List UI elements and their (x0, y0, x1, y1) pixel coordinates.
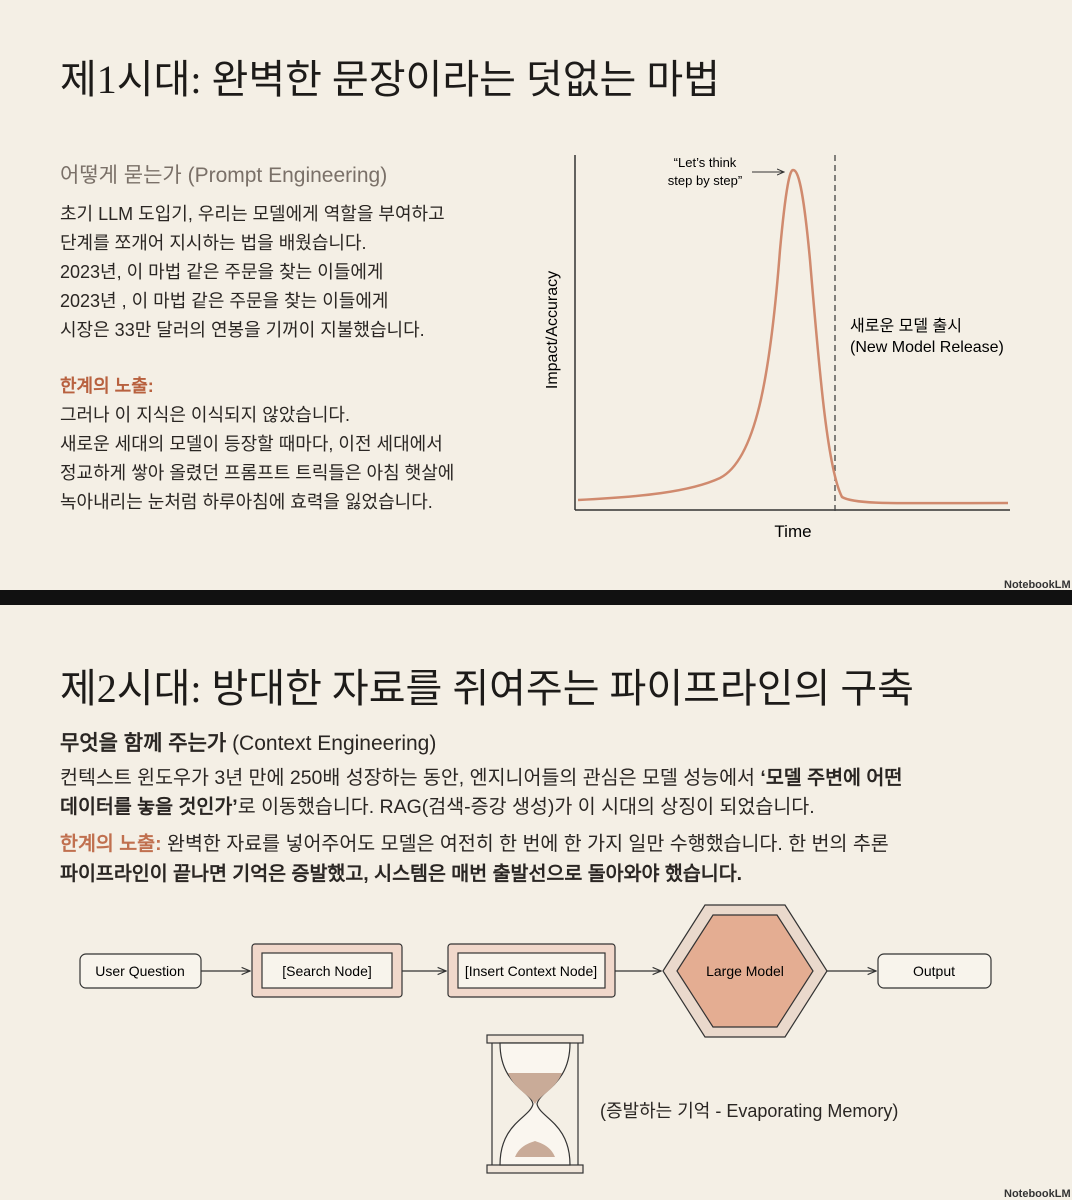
text-segment: 데이터를 놓을 것인가’ (60, 796, 238, 818)
annotation: “Let’s think (674, 155, 737, 170)
slide-title: 제2시대: 방대한 자료를 쥐여주는 파이프라인의 구축 (60, 666, 914, 711)
text-segment: (Context Engineering) (226, 732, 437, 755)
slide: 제1시대: 완벽한 문장이라는 덧없는 마법 어떻게 묻는가 (Prompt E… (0, 0, 1072, 590)
brand: NotebookLM (1004, 579, 1071, 591)
y-label: Impact/Accuracy (544, 271, 561, 389)
node-label: Large Model (706, 963, 784, 979)
node-label: Output (913, 963, 955, 979)
annotation: step by step” (668, 173, 742, 188)
limit-line: 정교하게 쌓아 올렸던 프롬프트 트릭들은 아침 햇살에 (60, 463, 455, 483)
text-line: 컨텍스트 윈도우가 3년 만에 250배 성장하는 동안, 엔지니어들의 관심은… (60, 767, 903, 789)
impact-curve (577, 168, 1009, 505)
brand: NotebookLM (1004, 1188, 1071, 1200)
body-line: 단계를 쪼개어 지시하는 법을 배웠습니다. (60, 233, 367, 253)
text-segment: 완벽한 자료를 넣어주어도 모델은 여전히 한 번에 한 가지 일만 수행했습니… (161, 833, 889, 855)
text-segment: 컨텍스트 윈도우가 3년 만에 250배 성장하는 동안, 엔지니어들의 관심은… (60, 767, 761, 789)
text-line: 한계의 노출: 완벽한 자료를 넣어주어도 모델은 여전히 한 번에 한 가지 … (60, 833, 889, 855)
release-label: 새로운 모델 출시 (850, 317, 962, 335)
text-line: 데이터를 놓을 것인가’로 이동했습니다. RAG(검색-증강 생성)가 이 시… (60, 796, 815, 818)
node-box (877, 953, 992, 989)
body-line: 시장은 33만 달러의 연봉을 기꺼이 지불했습니다. (60, 320, 425, 340)
hourglass (486, 1034, 584, 1174)
x-label: Time (774, 522, 811, 541)
slide: 제2시대: 방대한 자료를 쥐여주는 파이프라인의 구축 (0, 605, 1072, 1200)
node-label: [Search Node] (282, 963, 372, 979)
text-segment: 로 이동했습니다. RAG(검색-증강 생성)가 이 시대의 상징이 되었습니다… (237, 796, 815, 818)
text-segment: 한계의 노출: (60, 833, 162, 855)
limit-line: 새로운 세대의 모델이 등장할 때마다, 이전 세대에서 (60, 434, 443, 454)
text-line: 무엇을 함께 주는가 (Context Engineering) (60, 733, 436, 754)
release-label: (New Model Release) (850, 339, 1004, 356)
diagram: User Question [Search Node] [Insert Contex… (79, 904, 992, 1174)
memory-label: (증발하는 기억 - Evaporating Memory) (600, 1101, 899, 1121)
limit-line: 녹아내리는 눈처럼 하루아침에 효력을 잃었습니다. (60, 492, 433, 512)
limit-heading: 한계의 노출: (60, 376, 154, 396)
text-segment: ‘모델 주변에 어떤 (760, 767, 903, 789)
body-line: 2023년 , 이 마법 같은 주문을 찾는 이들에게 (60, 291, 389, 311)
text-line: 파이프라인이 끝나면 기억은 증발했고, 시스템은 매번 출발선으로 돌아와야 … (60, 863, 743, 885)
subtitle: 어떻게 묻는가 (Prompt Engineering) (60, 164, 388, 187)
limit-line: 그러나 이 지식은 이식되지 않았습니다. (60, 405, 350, 425)
text-segment: 무엇을 함께 주는가 (60, 732, 227, 755)
figure: “Let’s think step by step” Impact/Accura… (544, 155, 1010, 541)
body-line: 2023년, 이 마법 같은 주문을 찾는 이들에게 (60, 262, 384, 282)
node-label: [Insert Context Node] (465, 963, 597, 979)
body-line: 초기 LLM 도입기, 우리는 모델에게 역할을 부여하고 (60, 204, 445, 224)
slide-title: 제1시대: 완벽한 문장이라는 덧없는 마법 (60, 57, 720, 102)
text-segment: 파이프라인이 끝나면 기억은 증발했고, 시스템은 매번 출발선으로 돌아와야 … (60, 863, 743, 885)
node-label: User Question (95, 963, 184, 979)
